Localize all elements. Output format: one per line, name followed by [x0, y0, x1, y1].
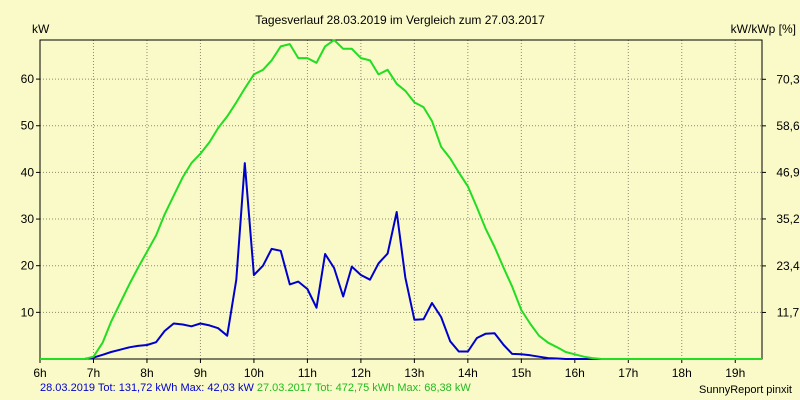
legend-series-1-stats: Tot: 131,72 kWh Max: 42,03 kW: [97, 382, 254, 394]
legend: 28.03.2019 Tot: 131,72 kWh Max: 42,03 kW…: [40, 382, 471, 394]
right-axis-label: kW/kWp [%]: [731, 22, 796, 36]
grid: [39, 40, 762, 359]
x-axis-ticks: 6h 7h 8h 9h 10h 11h 12h 13h 14h 15h 16h 17h 18h 19h: [33, 359, 745, 380]
y-left-tick-label: 10: [21, 305, 35, 319]
left-axis-label: kW: [32, 22, 50, 36]
x-tick-label: 11h: [298, 366, 317, 380]
y-right-tick-label: 58,6: [776, 119, 800, 133]
y-right-tick-label: 35,2: [776, 212, 800, 226]
x-tick-label: 19h: [725, 366, 745, 380]
y-left-tick-label: 30: [21, 212, 35, 226]
y-right-tick-label: 46,9: [776, 165, 800, 179]
legend-series-2-stats: Tot: 472,75 kWh Max: 68,38 kW: [314, 382, 471, 394]
x-tick-label: 14h: [458, 366, 478, 380]
x-tick-label: 17h: [618, 366, 638, 380]
plot-frame: [39, 39, 763, 360]
x-tick-label: 18h: [672, 366, 692, 380]
y-left-tick-label: 20: [21, 259, 35, 273]
y-left-tick-label: 60: [21, 72, 35, 86]
right-y-axis-ticks: 11,7 23,4 35,2 46,9 58,6 70,3: [762, 72, 800, 319]
x-tick-label: 8h: [140, 366, 153, 380]
x-tick-label: 7h: [87, 366, 100, 380]
y-right-tick-label: 70,3: [776, 72, 800, 86]
x-tick-label: 15h: [511, 366, 531, 380]
x-tick-label: 13h: [404, 366, 424, 380]
y-right-tick-label: 23,4: [776, 259, 800, 273]
x-tick-label: 16h: [565, 366, 585, 380]
x-tick-label: 6h: [33, 366, 46, 380]
credit-text: SunnyReport pinxit: [699, 384, 792, 396]
x-tick-label: 9h: [194, 366, 207, 380]
x-tick-label: 12h: [351, 366, 371, 380]
plot-border: [39, 39, 763, 360]
chart-title: Tagesverlauf 28.03.2019 im Vergleich zum…: [255, 13, 545, 27]
x-tick-label: 10h: [244, 366, 264, 380]
y-right-tick-label: 11,7: [777, 305, 800, 319]
y-left-tick-label: 40: [21, 165, 35, 179]
series-line-1: [40, 162, 762, 360]
y-left-tick-label: 50: [21, 119, 35, 133]
series-line-2: [40, 39, 762, 360]
left-y-axis-ticks: 10 20 30 40 50 60: [21, 72, 40, 319]
legend-series-1-date: 28.03.2019: [40, 382, 96, 394]
legend-series-2-date: 27.03.2017: [256, 382, 312, 394]
series-lines: [40, 39, 762, 360]
